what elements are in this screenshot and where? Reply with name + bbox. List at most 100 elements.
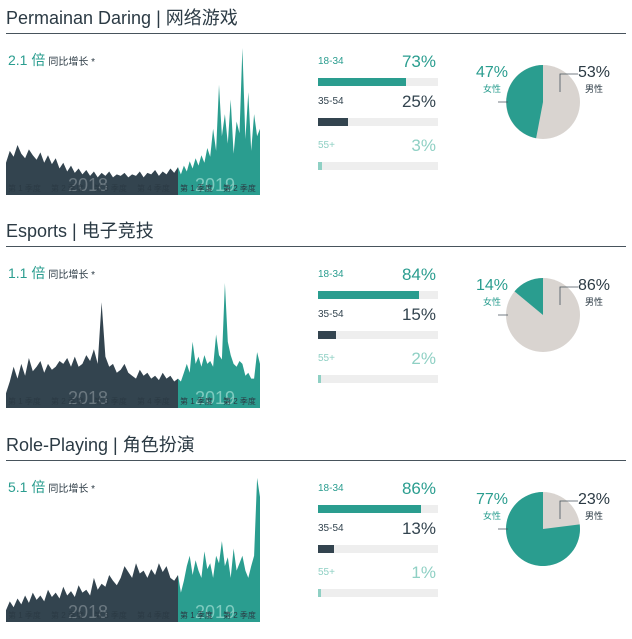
quarter-label: 第 2 季度 [51, 397, 84, 406]
female-leader-line [498, 528, 508, 530]
section-divider [6, 33, 626, 34]
age-bar-track [318, 375, 438, 383]
age-bar-fill [318, 162, 322, 170]
age-percent: 25% [401, 92, 436, 111]
age-label: 35-54 [318, 96, 344, 107]
male-share: 23% 男性 [576, 491, 612, 522]
age-group-55plus: 55+ 1% [318, 563, 438, 603]
pie-slice-female [506, 65, 543, 139]
age-bar-fill [318, 545, 334, 553]
age-group-35-54: 35-54 25% [318, 92, 438, 132]
male-label: 男性 [584, 84, 603, 94]
age-group-18-34: 18-34 86% [318, 479, 438, 519]
age-bar-track [318, 545, 438, 553]
quarter-label: 第 4 季度 [137, 184, 170, 193]
age-bar-fill [318, 291, 419, 299]
age-bar-fill [318, 118, 348, 126]
age-bar-fill [318, 331, 336, 339]
female-share: 47% 女性 [474, 64, 510, 95]
chart-section: Esports | 电子竞技 1.1 倍同比增长 * 2018 2019 第 1 季度第… [0, 213, 632, 425]
male-share: 86% 男性 [576, 277, 612, 308]
age-group-35-54: 35-54 13% [318, 519, 438, 559]
growth-stat: 1.1 倍同比增长 * [8, 263, 95, 283]
age-label: 18-34 [318, 483, 344, 494]
growth-label: 同比增长 * [48, 57, 96, 68]
section-title: Role-Playing | 角色扮演 [6, 435, 195, 455]
age-bar-track [318, 78, 438, 86]
area-chart: 2018 2019 [6, 283, 260, 408]
growth-stat: 5.1 倍同比增长 * [8, 477, 95, 497]
growth-multiplier: 2.1 倍 [8, 52, 46, 68]
age-percent: 86% [401, 479, 436, 498]
year-label-2018: 2018 [68, 175, 108, 195]
female-leader-line [498, 314, 508, 316]
year-label-2019: 2019 [195, 175, 235, 195]
male-leader-line [559, 500, 578, 519]
age-bar-track [318, 589, 438, 597]
age-percent: 1% [411, 563, 436, 582]
growth-label: 同比增长 * [48, 484, 96, 495]
age-percent: 15% [401, 305, 436, 324]
area-chart: 2018 2019 [6, 48, 260, 195]
male-percent: 53% [577, 64, 611, 81]
series-2019-area [178, 48, 260, 195]
year-label-2019: 2019 [195, 602, 235, 622]
age-group-35-54: 35-54 15% [318, 305, 438, 345]
section-title: Permainan Daring | 网络游戏 [6, 8, 238, 28]
age-label: 55+ [318, 353, 335, 364]
male-percent: 86% [577, 277, 611, 294]
female-label: 女性 [482, 511, 501, 521]
age-percent: 3% [411, 136, 436, 155]
quarter-label: 第 1 季度 [180, 184, 213, 193]
quarter-label: 第 4 季度 [137, 397, 170, 406]
year-label-2018: 2018 [68, 388, 108, 408]
series-2019-area [178, 477, 260, 622]
age-percent: 2% [411, 349, 436, 368]
age-bar-fill [318, 375, 321, 383]
age-bar-fill [318, 589, 321, 597]
series-2018-area [6, 302, 178, 408]
age-label: 55+ [318, 140, 335, 151]
quarter-label: 第 4 季度 [137, 611, 170, 620]
quarter-label: 第 2 季度 [223, 611, 256, 620]
pie-slice-female [514, 278, 543, 315]
male-leader-line [559, 73, 578, 92]
chart-section: Role-Playing | 角色扮演 5.1 倍同比增长 * 2018 2019 第 … [0, 427, 632, 639]
age-bar-track [318, 162, 438, 170]
age-label: 35-54 [318, 523, 344, 534]
age-bar-fill [318, 505, 422, 513]
year-label-2019: 2019 [195, 388, 235, 408]
quarter-label: 第 3 季度 [94, 184, 127, 193]
quarter-label: 第 1 季度 [8, 397, 41, 406]
female-percent: 77% [475, 491, 509, 508]
age-label: 18-34 [318, 269, 344, 280]
pie-slice-female [505, 492, 580, 566]
age-bar-track [318, 331, 438, 339]
age-percent: 84% [401, 265, 436, 284]
age-group-18-34: 18-34 73% [318, 52, 438, 92]
gender-pie [498, 65, 580, 139]
age-percent: 13% [401, 519, 436, 538]
female-leader-line [498, 101, 508, 103]
series-2019-area [178, 283, 260, 408]
age-label: 55+ [318, 567, 335, 578]
quarter-label: 第 1 季度 [180, 397, 213, 406]
female-label: 女性 [482, 297, 501, 307]
growth-multiplier: 5.1 倍 [8, 479, 46, 495]
quarter-label: 第 2 季度 [223, 184, 256, 193]
gender-pie [498, 278, 580, 352]
male-percent: 23% [577, 491, 611, 508]
female-percent: 47% [475, 64, 509, 81]
female-share: 14% 女性 [474, 277, 510, 308]
female-share: 77% 女性 [474, 491, 510, 522]
year-label-2018: 2018 [68, 602, 108, 622]
male-share: 53% 男性 [576, 64, 612, 95]
quarter-label: 第 2 季度 [51, 611, 84, 620]
age-group-55plus: 55+ 3% [318, 136, 438, 176]
female-percent: 14% [475, 277, 509, 294]
growth-stat: 2.1 倍同比增长 * [8, 50, 95, 70]
age-bar-track [318, 291, 438, 299]
series-2018-area [6, 563, 178, 622]
male-leader-line [559, 286, 578, 305]
quarter-label: 第 1 季度 [180, 611, 213, 620]
